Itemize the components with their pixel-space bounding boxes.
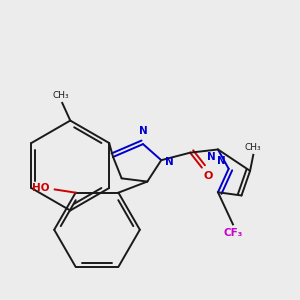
Text: O: O <box>203 171 213 181</box>
Text: HO: HO <box>32 183 50 193</box>
Text: N: N <box>139 126 147 136</box>
Text: N: N <box>207 152 215 162</box>
Text: CF₃: CF₃ <box>223 228 243 238</box>
Text: CH₃: CH₃ <box>245 143 262 152</box>
Text: N: N <box>165 157 174 167</box>
Text: CH₃: CH₃ <box>52 91 69 100</box>
Text: N: N <box>217 155 226 166</box>
